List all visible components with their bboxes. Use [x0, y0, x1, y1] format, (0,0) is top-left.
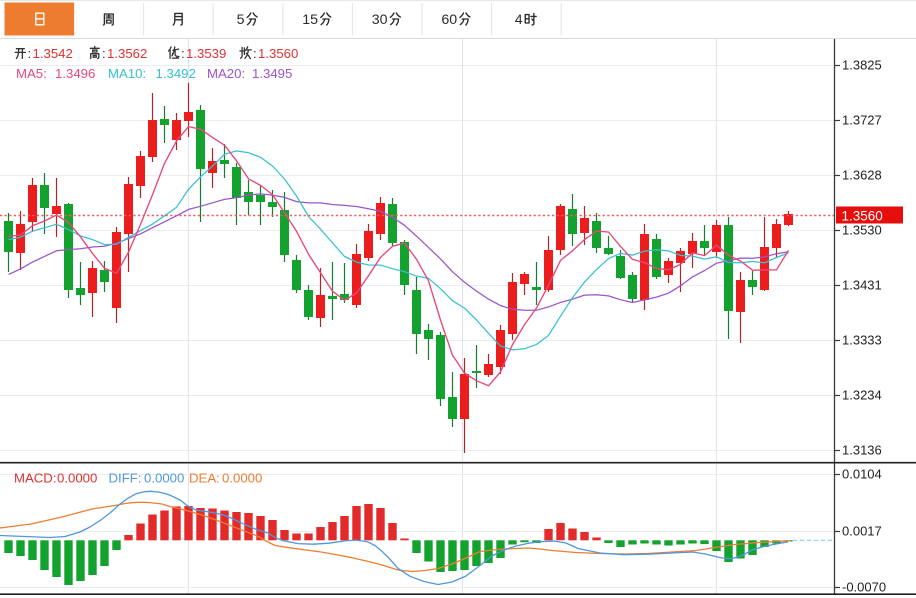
svg-text:DIFF:: DIFF:	[109, 471, 142, 486]
svg-text:1.3539: 1.3539	[186, 46, 226, 61]
svg-text:DEA:: DEA:	[189, 471, 220, 486]
svg-text:1.3333: 1.3333	[842, 333, 882, 348]
svg-text:1.3825: 1.3825	[842, 58, 882, 73]
svg-text:0.0104: 0.0104	[842, 467, 882, 482]
svg-text:1.3492: 1.3492	[156, 66, 196, 81]
svg-text:60: 60	[441, 12, 457, 28]
svg-text:4: 4	[515, 12, 523, 28]
svg-text:1.3562: 1.3562	[107, 46, 147, 61]
svg-text:1.3560: 1.3560	[258, 46, 298, 61]
svg-text:30: 30	[372, 12, 388, 28]
svg-text:1.3431: 1.3431	[842, 278, 882, 293]
svg-text:1.3530: 1.3530	[842, 223, 882, 238]
svg-text:1.3234: 1.3234	[842, 388, 882, 403]
svg-text::: :	[181, 46, 185, 61]
svg-text:0.0000: 0.0000	[144, 471, 184, 486]
svg-text:1.3495: 1.3495	[252, 66, 292, 81]
svg-text:1.3628: 1.3628	[842, 168, 882, 183]
svg-text:1.3542: 1.3542	[33, 46, 73, 61]
svg-text:0.0017: 0.0017	[842, 524, 882, 539]
svg-text:15: 15	[302, 12, 318, 28]
svg-text:0.0000: 0.0000	[57, 471, 97, 486]
svg-text:0.0000: 0.0000	[222, 471, 262, 486]
svg-text::: :	[102, 46, 106, 61]
svg-text:1.3727: 1.3727	[842, 113, 882, 128]
svg-text::: :	[28, 46, 32, 61]
svg-text:MA20:: MA20:	[207, 66, 245, 81]
svg-text:-0.0070: -0.0070	[842, 580, 886, 595]
svg-text:5: 5	[237, 12, 245, 28]
svg-text::: :	[253, 46, 257, 61]
svg-text:1.3496: 1.3496	[55, 66, 95, 81]
svg-text:1.3136: 1.3136	[842, 443, 882, 458]
svg-text:MA5:: MA5:	[16, 66, 47, 81]
svg-text:MACD:: MACD:	[14, 471, 57, 486]
svg-text:MA10:: MA10:	[108, 66, 146, 81]
svg-text:1.3560: 1.3560	[842, 209, 883, 224]
